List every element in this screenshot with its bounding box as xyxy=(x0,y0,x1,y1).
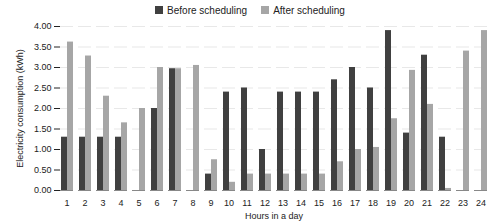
svg-text:16: 16 xyxy=(332,198,342,208)
svg-text:2.00: 2.00 xyxy=(34,103,52,113)
svg-text:2: 2 xyxy=(82,198,87,208)
html-text:Before scheduling: Before scheduling xyxy=(167,4,248,16)
html-text:After scheduling: After scheduling xyxy=(273,4,345,16)
svg-text:Electricity consumption (kWh): Electricity consumption (kWh) xyxy=(15,49,25,168)
svg-text:3.00: 3.00 xyxy=(34,62,52,72)
svg-text:7: 7 xyxy=(172,198,177,208)
svg-text:0.50: 0.50 xyxy=(34,165,52,175)
svg-text:10: 10 xyxy=(224,198,234,208)
svg-text:13: 13 xyxy=(278,198,288,208)
svg-text:15: 15 xyxy=(314,198,324,208)
svg-text:18: 18 xyxy=(368,198,378,208)
svg-text:8: 8 xyxy=(190,198,195,208)
svg-text:21: 21 xyxy=(422,198,432,208)
svg-text:1: 1 xyxy=(64,198,69,208)
svg-text:4.00: 4.00 xyxy=(34,21,52,31)
svg-text:5: 5 xyxy=(136,198,141,208)
svg-text:20: 20 xyxy=(404,198,414,208)
svg-text:0.00: 0.00 xyxy=(34,185,52,195)
svg-text:6: 6 xyxy=(154,198,159,208)
svg-text:Hours in a day: Hours in a day xyxy=(245,211,304,221)
svg-text:9: 9 xyxy=(208,198,213,208)
svg-text:4: 4 xyxy=(118,198,123,208)
svg-text:2.50: 2.50 xyxy=(34,83,52,93)
svg-text:12: 12 xyxy=(260,198,270,208)
svg-text:17: 17 xyxy=(350,198,360,208)
svg-text:14: 14 xyxy=(296,198,306,208)
svg-text:19: 19 xyxy=(386,198,396,208)
svg-text:11: 11 xyxy=(242,198,251,208)
svg-text:23: 23 xyxy=(458,198,468,208)
svg-text:1.00: 1.00 xyxy=(34,144,52,154)
svg-text:22: 22 xyxy=(440,198,450,208)
svg-text:3: 3 xyxy=(100,198,105,208)
svg-text:24: 24 xyxy=(476,198,486,208)
svg-text:1.50: 1.50 xyxy=(34,124,52,134)
svg-text:3.50: 3.50 xyxy=(34,42,52,52)
